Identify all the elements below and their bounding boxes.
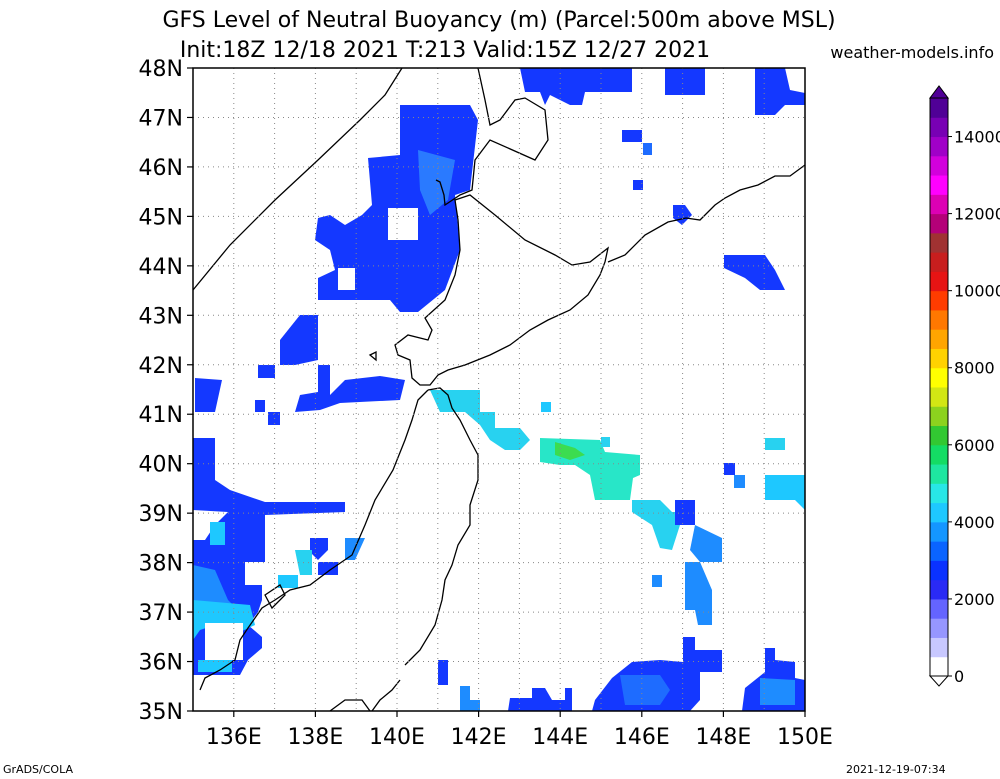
colorbar-label: 6000 (954, 436, 995, 455)
field-blob (318, 562, 338, 575)
field-blob (652, 575, 662, 587)
field-blob (228, 530, 245, 550)
lat-label: 48N (139, 57, 183, 82)
footer-timestamp: 2021-12-19-07:34 (846, 763, 946, 776)
colorbar-swatch (930, 580, 948, 600)
colorbar-swatch (930, 156, 948, 176)
field-blob (438, 660, 448, 685)
colorbar-label: 2000 (954, 590, 995, 609)
colorbar-swatch (930, 445, 948, 465)
field-blob (210, 522, 225, 545)
colorbar-swatch (930, 214, 948, 234)
field-blob (765, 438, 785, 450)
colorbar-swatch (930, 117, 948, 137)
colorbar-swatch (930, 618, 948, 638)
lon-label: 136E (206, 725, 262, 750)
field-blob (734, 475, 745, 488)
lon-label: 150E (777, 725, 833, 750)
lon-label: 138E (287, 725, 343, 750)
lat-label: 43N (139, 304, 183, 329)
field-blob (338, 268, 355, 290)
colorbar-swatch (930, 291, 948, 311)
lat-label: 44N (139, 255, 183, 280)
field-blob (620, 675, 670, 705)
lon-label: 146E (614, 725, 670, 750)
field-blob (760, 678, 795, 705)
lon-label: 148E (695, 725, 751, 750)
colorbar-labels: 14000 12000 10000 8000 6000 4000 2000 0 (948, 128, 1000, 686)
lat-label: 36N (139, 651, 183, 676)
field-blob (622, 130, 642, 142)
longitude-labels: 136E 138E 140E 142E 144E 146E 148E 150E (206, 711, 833, 750)
colorbar-label: 8000 (954, 359, 995, 378)
colorbar-swatch (930, 599, 948, 619)
lat-label: 45N (139, 205, 183, 230)
colorbar-min-arrow (930, 676, 948, 686)
colorbar-swatch (930, 98, 948, 118)
colorbar-label: 0 (954, 667, 964, 686)
colorbar-label: 14000 (954, 128, 1000, 147)
field-blob (601, 437, 610, 447)
field-blob (724, 463, 735, 475)
field-blob (258, 365, 275, 378)
colorbar-swatch (930, 252, 948, 272)
colorbar-swatch (930, 426, 948, 446)
field-blob (541, 402, 551, 412)
colorbar-swatch (930, 271, 948, 291)
colorbar-swatch (930, 541, 948, 561)
lat-label: 40N (139, 453, 183, 478)
colorbar-swatch (930, 483, 948, 503)
field-blob (205, 623, 243, 660)
lat-label: 37N (139, 601, 183, 626)
colorbar-swatch (930, 464, 948, 484)
footer-credit: GrADS/COLA (3, 763, 73, 776)
colorbar (930, 86, 948, 686)
colorbar-swatch (930, 522, 948, 542)
field-blob (255, 400, 265, 412)
colorbar-max-arrow (930, 86, 948, 98)
colorbar-swatch (930, 194, 948, 214)
lon-label: 140E (369, 725, 425, 750)
colorbar-swatch (930, 329, 948, 349)
field-blob (665, 68, 705, 95)
lat-label: 41N (139, 403, 183, 428)
colorbar-swatch (930, 503, 948, 523)
lat-label: 42N (139, 354, 183, 379)
colorbar-swatch (930, 657, 948, 677)
colorbar-swatch (930, 560, 948, 580)
lat-label: 39N (139, 502, 183, 527)
colorbar-swatch (930, 348, 948, 368)
colorbar-swatch (930, 310, 948, 330)
field-blob (675, 500, 695, 525)
colorbar-swatch (930, 387, 948, 407)
lat-label: 38N (139, 552, 183, 577)
map-plot-area (193, 68, 805, 711)
lon-label: 142E (451, 725, 507, 750)
colorbar-swatch (930, 137, 948, 157)
field-blob (643, 143, 652, 155)
colorbar-swatch (930, 233, 948, 253)
colorbar-swatch (930, 368, 948, 388)
lat-label: 47N (139, 106, 183, 131)
lat-label: 35N (139, 700, 183, 725)
colorbar-swatch (930, 406, 948, 426)
lat-label: 46N (139, 156, 183, 181)
colorbar-label: 10000 (954, 282, 1000, 301)
latitude-labels: 48N 47N 46N 45N 44N 43N 42N 41N 40N 39N 38N 37N 36N 3… (139, 57, 193, 725)
colorbar-swatch (930, 637, 948, 657)
lon-label: 144E (532, 725, 588, 750)
colorbar-swatch (930, 175, 948, 195)
colorbar-label: 12000 (954, 205, 1000, 224)
colorbar-label: 4000 (954, 513, 995, 532)
field-blob (388, 208, 418, 240)
